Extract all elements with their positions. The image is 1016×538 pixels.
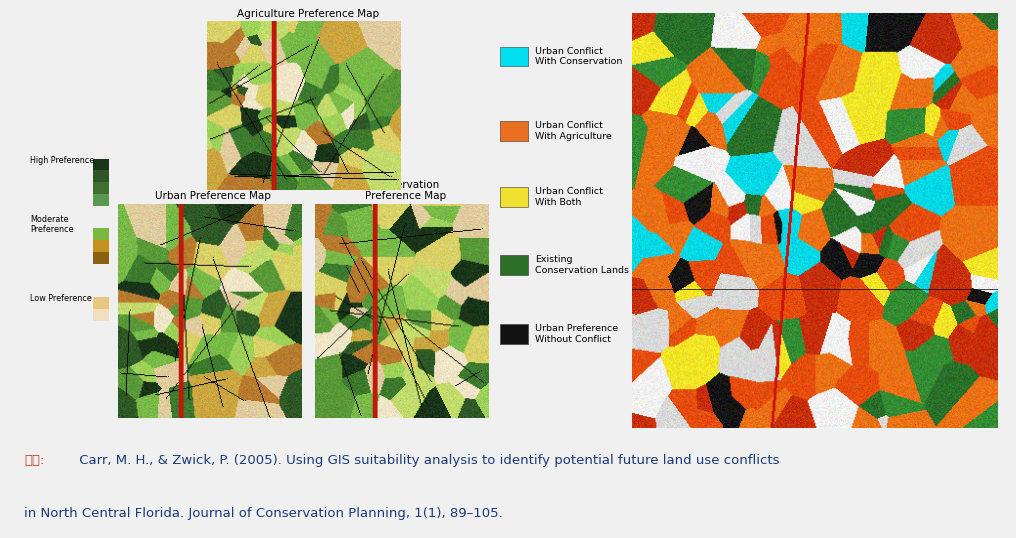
Text: Low Preference: Low Preference	[29, 294, 91, 303]
Text: Urban Preference Map: Urban Preference Map	[155, 191, 271, 201]
Text: Agriculture Preference Map: Agriculture Preference Map	[237, 9, 379, 19]
Bar	[93, 228, 109, 240]
Bar	[93, 159, 109, 171]
Bar	[500, 121, 527, 141]
Text: Urban Conflict
With Agriculture: Urban Conflict With Agriculture	[535, 121, 613, 141]
Bar	[500, 254, 527, 274]
Bar	[93, 298, 109, 309]
Text: Urban Preference
Without Conflict: Urban Preference Without Conflict	[535, 324, 619, 344]
Bar	[500, 187, 527, 207]
Bar	[500, 324, 527, 344]
Text: Moderate
Preference: Moderate Preference	[29, 215, 73, 234]
Text: High Preference: High Preference	[29, 155, 94, 165]
Bar	[93, 309, 109, 321]
Text: Conservation
Preference Map: Conservation Preference Map	[365, 180, 446, 201]
Bar	[93, 194, 109, 206]
Bar	[93, 240, 109, 252]
Bar	[500, 47, 527, 67]
Bar	[93, 182, 109, 194]
Text: 출체:: 출체:	[24, 454, 45, 467]
Text: Urban Conflict
With Both: Urban Conflict With Both	[535, 187, 604, 207]
Text: Urban Conflict
With Conservation: Urban Conflict With Conservation	[535, 47, 623, 66]
Text: in North Central Florida. Journal of Conservation Planning, 1(1), 89–105.: in North Central Florida. Journal of Con…	[24, 507, 503, 520]
Bar	[93, 171, 109, 182]
Bar	[93, 252, 109, 264]
Text: Carr, M. H., & Zwick, P. (2005). Using GIS suitability analysis to identify pote: Carr, M. H., & Zwick, P. (2005). Using G…	[74, 454, 779, 467]
Text: Existing
Conservation Lands: Existing Conservation Lands	[535, 255, 629, 274]
